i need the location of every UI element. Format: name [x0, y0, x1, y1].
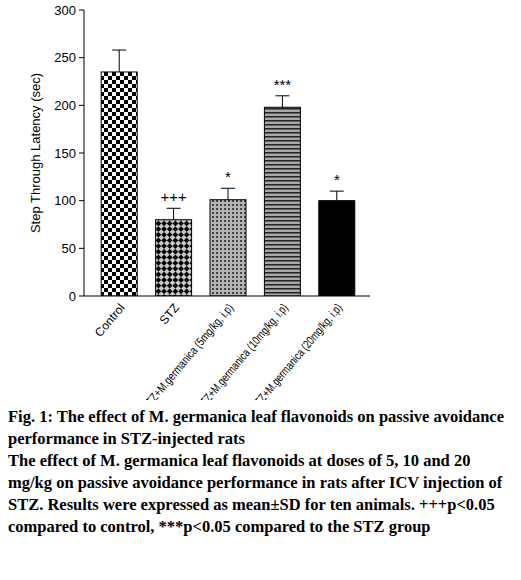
y-tick: [79, 248, 84, 249]
y-tick: [79, 57, 84, 58]
y-tick: [79, 296, 84, 297]
chart: +++*****050100150200250300Step Through L…: [0, 0, 521, 400]
error-bar: [330, 191, 344, 201]
y-tick: [79, 153, 84, 154]
figure-caption: The effect of M. germanica leaf flavonoi…: [8, 450, 514, 538]
error-bar: [112, 50, 126, 72]
bar: [264, 107, 300, 296]
significance-label: *: [225, 168, 231, 185]
y-tick-label: 150: [54, 146, 76, 161]
y-tick: [79, 105, 84, 106]
bar: [101, 72, 137, 296]
y-tick: [79, 200, 84, 201]
significance-label: +++: [160, 188, 187, 205]
significance-label: ***: [274, 76, 292, 93]
figure-title: Fig. 1: The effect of M. germanica leaf …: [8, 406, 514, 450]
y-tick: [79, 10, 84, 11]
caption-box: Fig. 1: The effect of M. germanica leaf …: [8, 406, 514, 538]
x-tick-label: Control: [92, 301, 128, 340]
y-tick-label: 250: [54, 50, 76, 65]
x-axis: [84, 296, 370, 297]
y-tick-label: 50: [62, 241, 76, 256]
significance-label: *: [334, 171, 340, 188]
x-tick-label: STZ: [157, 301, 182, 327]
y-axis-label: Step Through Latency (sec): [28, 73, 43, 233]
x-tick-label: STZ+M.germanica (20mg/kg, i.p): [248, 301, 346, 400]
y-tick-label: 200: [54, 98, 76, 113]
error-bar: [275, 96, 289, 107]
bar: [156, 220, 192, 296]
bar: [210, 200, 246, 296]
error-bar: [221, 188, 235, 199]
y-tick-label: 100: [54, 193, 76, 208]
bars: [101, 50, 355, 296]
error-bar: [167, 208, 181, 219]
bar: [319, 201, 355, 296]
y-tick-label: 300: [54, 3, 76, 18]
y-tick-label: 0: [69, 289, 76, 304]
